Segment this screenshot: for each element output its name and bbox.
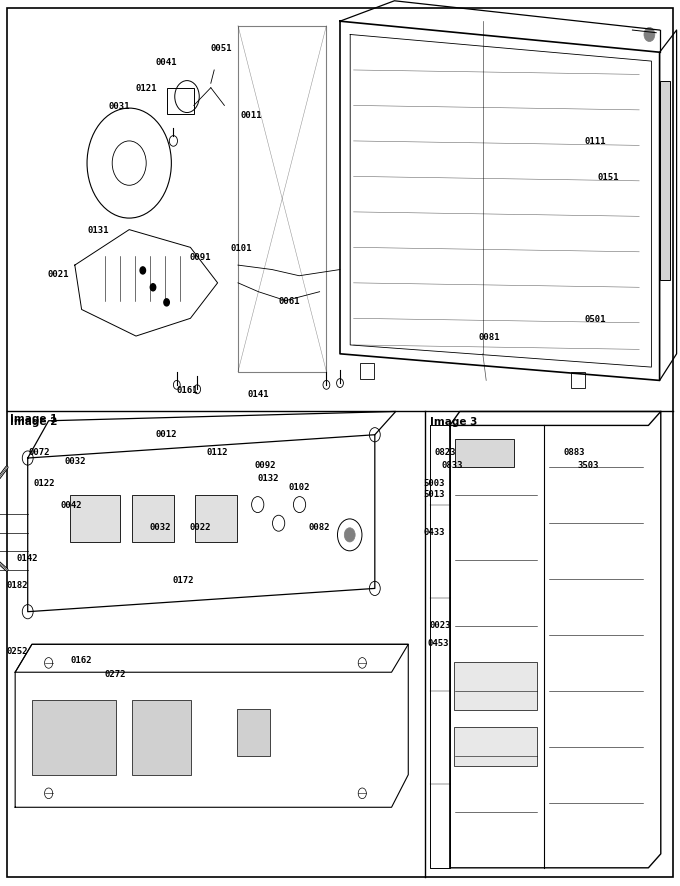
Text: 0022: 0022 (190, 523, 211, 532)
FancyBboxPatch shape (132, 496, 174, 542)
Text: 0252: 0252 (6, 647, 28, 656)
Text: 0112: 0112 (207, 447, 228, 456)
Text: 0883: 0883 (564, 447, 585, 456)
Text: 0072: 0072 (29, 447, 50, 456)
Text: 0051: 0051 (210, 44, 232, 53)
Text: 0161: 0161 (176, 385, 198, 394)
Text: 5003: 5003 (423, 478, 445, 487)
Text: 0061: 0061 (278, 297, 300, 306)
Text: 0501: 0501 (584, 315, 606, 323)
Text: 0141: 0141 (248, 390, 269, 399)
Text: 0082: 0082 (309, 523, 330, 532)
FancyBboxPatch shape (455, 440, 514, 468)
Text: 0453: 0453 (428, 638, 449, 647)
Circle shape (644, 28, 655, 43)
Circle shape (140, 268, 146, 275)
Text: 0162: 0162 (71, 656, 92, 664)
Text: 0833: 0833 (441, 461, 463, 470)
Text: 3503: 3503 (577, 461, 599, 470)
Text: 0023: 0023 (430, 620, 452, 629)
FancyBboxPatch shape (660, 82, 670, 281)
Text: 5013: 5013 (423, 489, 445, 498)
Text: 0021: 0021 (47, 270, 69, 279)
Text: 0101: 0101 (231, 244, 252, 253)
Text: 0041: 0041 (156, 58, 177, 66)
Circle shape (22, 452, 33, 466)
Text: 0111: 0111 (584, 137, 606, 146)
Text: 0032: 0032 (149, 523, 171, 532)
Text: 0091: 0091 (190, 253, 211, 261)
FancyBboxPatch shape (454, 727, 537, 766)
Text: 0032: 0032 (64, 456, 86, 465)
Text: 0092: 0092 (254, 461, 276, 470)
Text: 0433: 0433 (423, 527, 445, 536)
Text: 0182: 0182 (6, 580, 28, 589)
Circle shape (22, 605, 33, 619)
Circle shape (369, 428, 380, 442)
FancyBboxPatch shape (7, 9, 673, 877)
Text: 0081: 0081 (479, 332, 500, 341)
Circle shape (344, 528, 355, 542)
FancyBboxPatch shape (69, 496, 120, 542)
Text: 0151: 0151 (598, 173, 619, 182)
Text: Image 2: Image 2 (10, 416, 58, 426)
Text: 0121: 0121 (135, 84, 157, 93)
Text: 0011: 0011 (241, 111, 262, 120)
FancyBboxPatch shape (167, 89, 194, 115)
Text: 0042: 0042 (61, 501, 82, 509)
Text: Image 3: Image 3 (430, 416, 477, 426)
Text: 0122: 0122 (33, 478, 55, 487)
Text: 0031: 0031 (108, 102, 130, 111)
Text: 0272: 0272 (105, 669, 126, 678)
Text: 0172: 0172 (173, 576, 194, 585)
Text: 0012: 0012 (156, 430, 177, 439)
Text: 0823: 0823 (435, 447, 456, 456)
Circle shape (369, 581, 380, 595)
FancyBboxPatch shape (571, 372, 585, 388)
Text: Image 1: Image 1 (10, 414, 58, 424)
Text: 0102: 0102 (288, 483, 310, 492)
FancyBboxPatch shape (237, 710, 270, 757)
Circle shape (164, 299, 169, 307)
FancyBboxPatch shape (360, 363, 374, 379)
Text: 0132: 0132 (258, 474, 279, 483)
FancyBboxPatch shape (195, 496, 237, 542)
Text: 0142: 0142 (16, 554, 38, 563)
FancyBboxPatch shape (454, 663, 537, 711)
FancyBboxPatch shape (32, 700, 116, 774)
Text: 0131: 0131 (88, 226, 109, 235)
Circle shape (150, 284, 156, 291)
FancyBboxPatch shape (132, 700, 191, 774)
